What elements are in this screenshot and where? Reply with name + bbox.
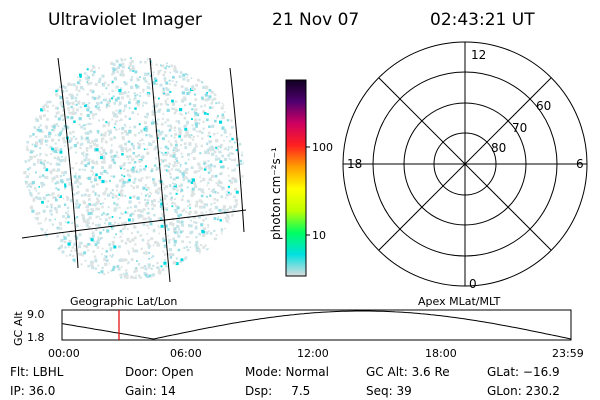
geo-panel-label: Geographic Lat/Lon	[70, 295, 177, 308]
colorbar-unit-label: photon cm⁻²s⁻¹	[269, 147, 283, 240]
info-dsp: Dsp: 7.5	[245, 384, 310, 398]
altitude-ylabel: GC Alt	[12, 311, 25, 346]
altitude-xtick-1800: 18:00	[425, 347, 457, 360]
time-label: 02:43:21 UT	[430, 10, 535, 30]
geo-meridian-line	[57, 57, 79, 269]
mlat-label-60: 60	[536, 99, 551, 113]
colorbar: 100 10 photon cm⁻²s⁻¹	[269, 79, 333, 277]
info-filter: Flt: LBHL	[10, 365, 64, 379]
geo-meridian-line	[229, 67, 245, 233]
altitude-curve	[61, 310, 572, 340]
mlt-label-18: 18	[347, 157, 362, 171]
geographic-image	[21, 57, 247, 283]
info-footer: Flt: LBHL Door: Open Mode: Normal GC Alt…	[10, 365, 560, 398]
emission-speckle	[23, 57, 244, 279]
info-door: Door: Open	[125, 365, 194, 379]
colorbar-tick-100: 100	[312, 141, 333, 154]
mlt-label-12: 12	[471, 48, 486, 62]
altitude-xtick-2359: 23:59	[552, 347, 584, 360]
altitude-xtick-0000: 00:00	[48, 347, 80, 360]
mlat-label-80: 80	[491, 141, 506, 155]
instrument-title: Ultraviolet Imager	[48, 10, 202, 30]
colorbar-ramp	[285, 79, 307, 277]
geo-grid-lines	[21, 57, 247, 283]
info-gain: Gain: 14	[125, 384, 176, 398]
altitude-xtick-0600: 06:00	[170, 347, 202, 360]
polar-panel-label: Apex MLat/MLT	[418, 295, 501, 308]
info-glat: GLat: −16.9	[487, 365, 560, 379]
info-ip: IP: 36.0	[10, 384, 55, 398]
date-label: 21 Nov 07	[272, 10, 359, 30]
mlt-label-0: 0	[469, 277, 477, 291]
polar-labels: 12 0 18 6 60 70 80	[347, 48, 584, 291]
altitude-plot: Geographic Lat/Lon Apex MLat/MLT GC Alt …	[12, 295, 584, 360]
geo-parallel-line	[21, 209, 247, 239]
mlt-label-6: 6	[576, 157, 584, 171]
mlat-label-70: 70	[512, 121, 527, 135]
polar-plot	[342, 41, 588, 287]
info-glon: GLon: 230.2	[487, 384, 560, 398]
geo-meridian-line	[149, 57, 171, 283]
altitude-plot-frame	[61, 309, 572, 341]
info-gc-alt: GC Alt: 3.6 Re	[366, 365, 450, 379]
info-seq: Seq: 39	[366, 384, 412, 398]
colorbar-tick-10: 10	[312, 229, 326, 242]
polar-diagonal	[378, 77, 552, 251]
altitude-ytick-9: 9.0	[27, 308, 45, 321]
altitude-xtick-1200: 12:00	[297, 347, 329, 360]
info-mode: Mode: Normal	[245, 365, 329, 379]
altitude-ytick-1-8: 1.8	[27, 331, 45, 344]
